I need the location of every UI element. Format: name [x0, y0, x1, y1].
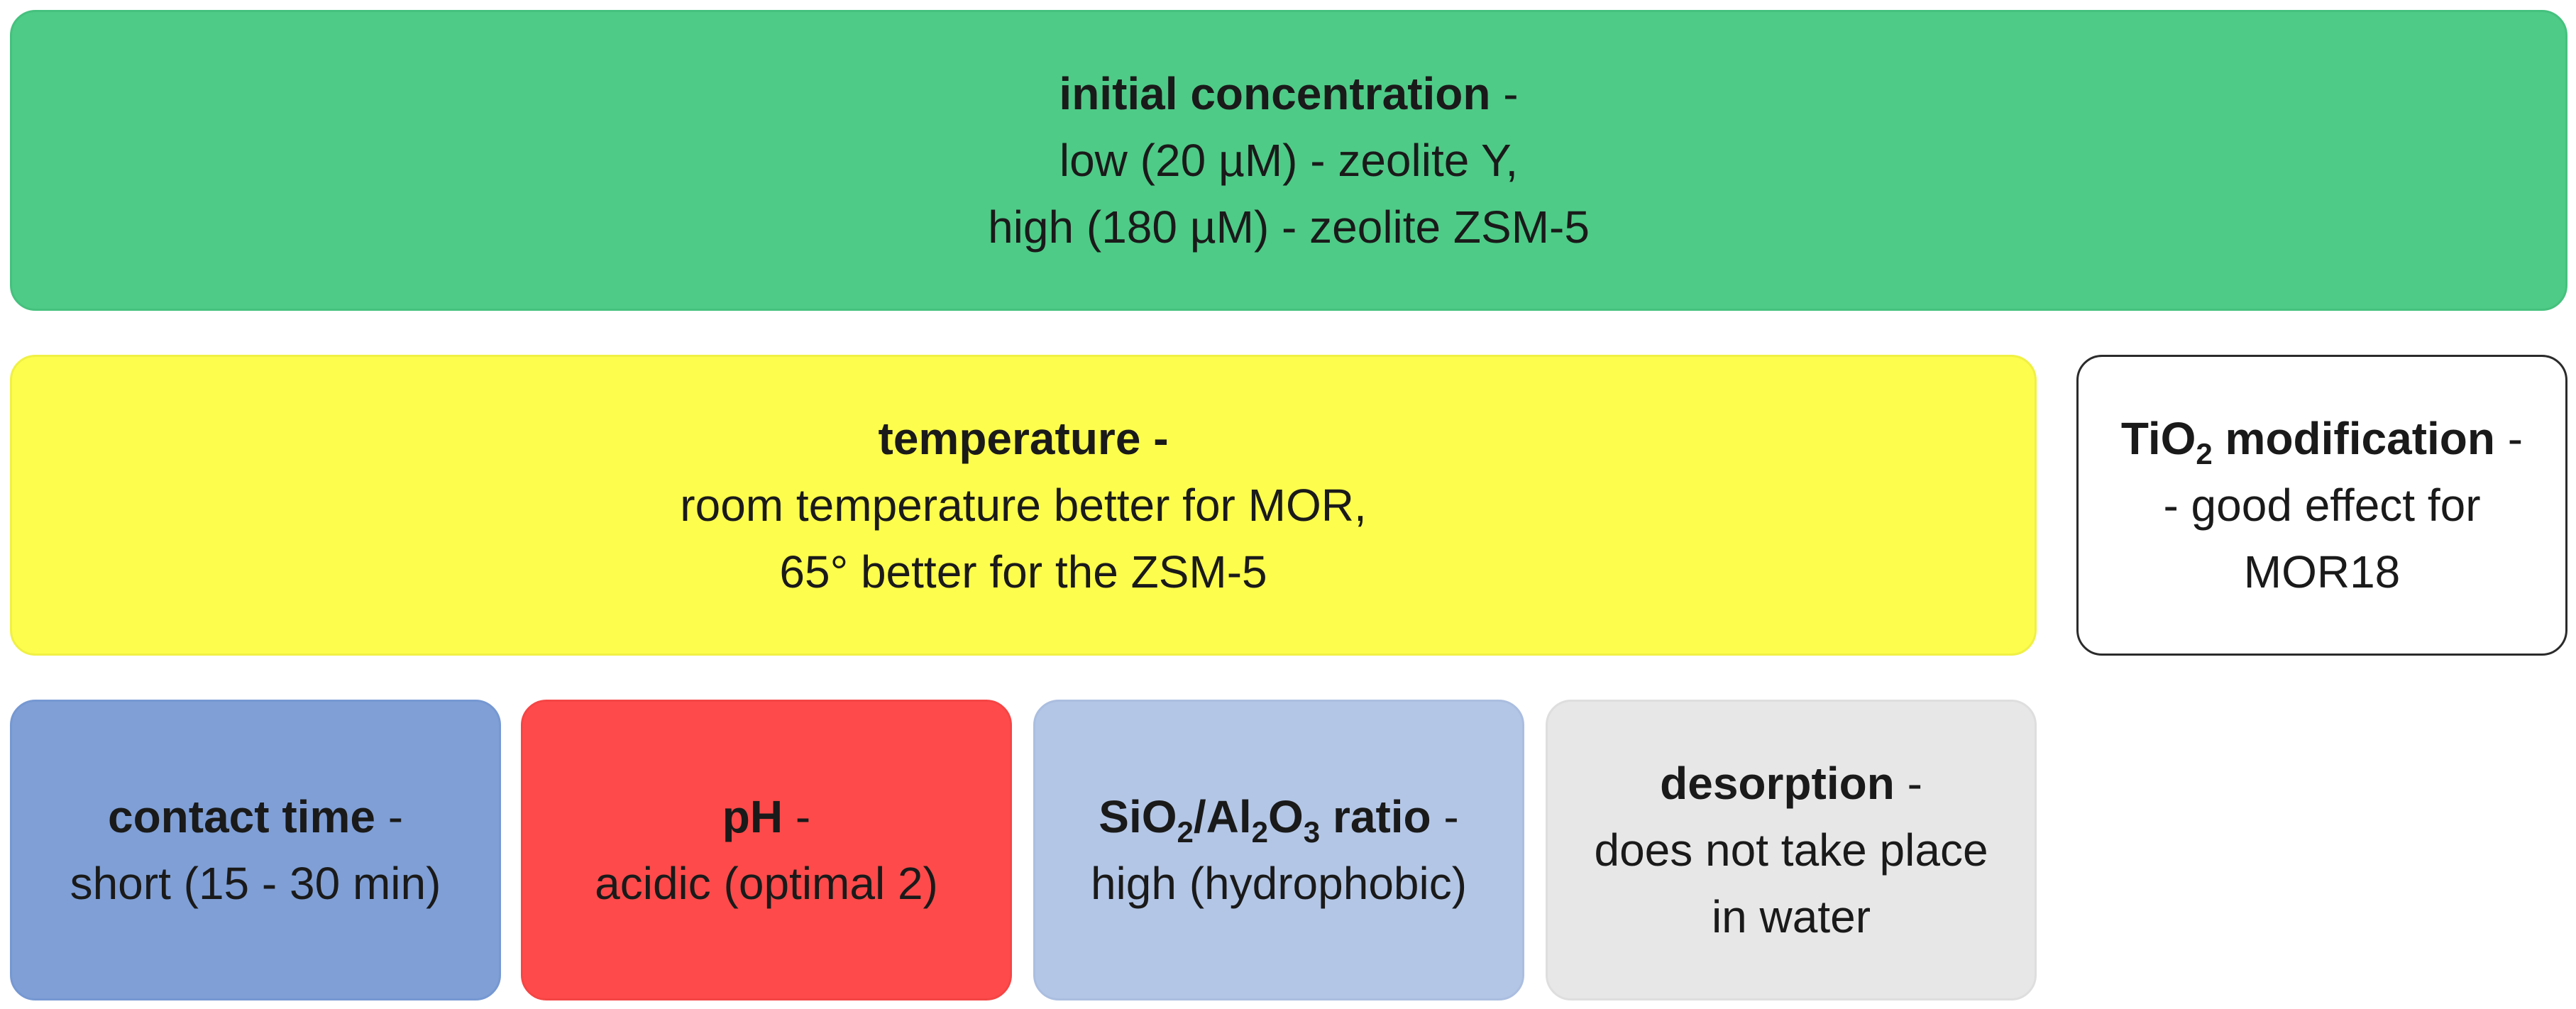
desorption-line-2: in water [1711, 891, 1871, 942]
initial-concentration-title: initial concentration [1059, 68, 1491, 119]
ph-dash: - [783, 791, 811, 842]
initial-concentration-line-1: low (20 µM) - zeolite Y, [1059, 135, 1519, 186]
ratio-title-word: ratio [1320, 791, 1431, 842]
initial-concentration-heading: initial concentration - [1059, 60, 1518, 127]
ratio-title-al: /Al [1193, 791, 1252, 842]
ratio-title: SiO2/Al2O3 ratio [1099, 791, 1431, 847]
initial-concentration-line-2: high (180 µM) - zeolite ZSM-5 [988, 202, 1590, 253]
tio2-dash: - [2494, 413, 2523, 464]
tio2-title-part-1: TiO [2120, 413, 2196, 464]
contact-time-title: contact time [107, 791, 375, 842]
tio2-line-1: - good effect for [2163, 480, 2481, 531]
ph-line-1: acidic (optimal 2) [595, 858, 938, 909]
ratio-title-o: O [1268, 791, 1304, 842]
ratio-line-1: high (hydrophobic) [1090, 858, 1468, 909]
temperature-title: temperature - [878, 413, 1169, 464]
initial-concentration-box: initial concentration - low (20 µM) - ze… [10, 10, 2567, 311]
sio2-al2o3-ratio-box: SiO2/Al2O3 ratio - high (hydrophobic) [1033, 700, 1524, 1000]
desorption-box: desorption - does not take place in wate… [1546, 700, 2037, 1000]
ratio-subscript-3: 3 [1303, 815, 1321, 849]
desorption-title: desorption [1660, 758, 1895, 809]
ph-heading: pH - [722, 783, 810, 850]
desorption-dash: - [1894, 758, 1922, 809]
desorption-line-1: does not take place [1594, 825, 1988, 876]
ratio-heading: SiO2/Al2O3 ratio - [1099, 783, 1458, 850]
tio2-subscript: 2 [2196, 437, 2213, 470]
temperature-line-2: 65° better for the ZSM-5 [779, 546, 1267, 597]
temperature-box: temperature - room temperature better fo… [10, 355, 2037, 656]
desorption-heading: desorption - [1660, 750, 1922, 817]
tio2-title-part-2: modification [2212, 413, 2495, 464]
contact-time-dash: - [375, 791, 404, 842]
temperature-line-1: room temperature better for MOR, [680, 480, 1367, 531]
ratio-subscript-2: 2 [1251, 815, 1269, 849]
ratio-title-sio: SiO [1099, 791, 1177, 842]
contact-time-heading: contact time - [108, 783, 403, 850]
contact-time-line-1: short (15 - 30 min) [70, 858, 441, 909]
ph-box: pH - acidic (optimal 2) [521, 700, 1012, 1000]
tio2-modification-box: TiO2 modification - - good effect for MO… [2076, 355, 2567, 656]
contact-time-box: contact time - short (15 - 30 min) [10, 700, 501, 1000]
tio2-line-2: MOR18 [2243, 546, 2401, 597]
ratio-dash: - [1431, 791, 1459, 842]
tio2-title: TiO2 modification [2120, 413, 2495, 469]
initial-concentration-dash: - [1490, 68, 1519, 119]
tio2-heading: TiO2 modification - [2121, 405, 2523, 472]
ratio-subscript-1: 2 [1177, 815, 1194, 849]
ph-title: pH [722, 791, 783, 842]
